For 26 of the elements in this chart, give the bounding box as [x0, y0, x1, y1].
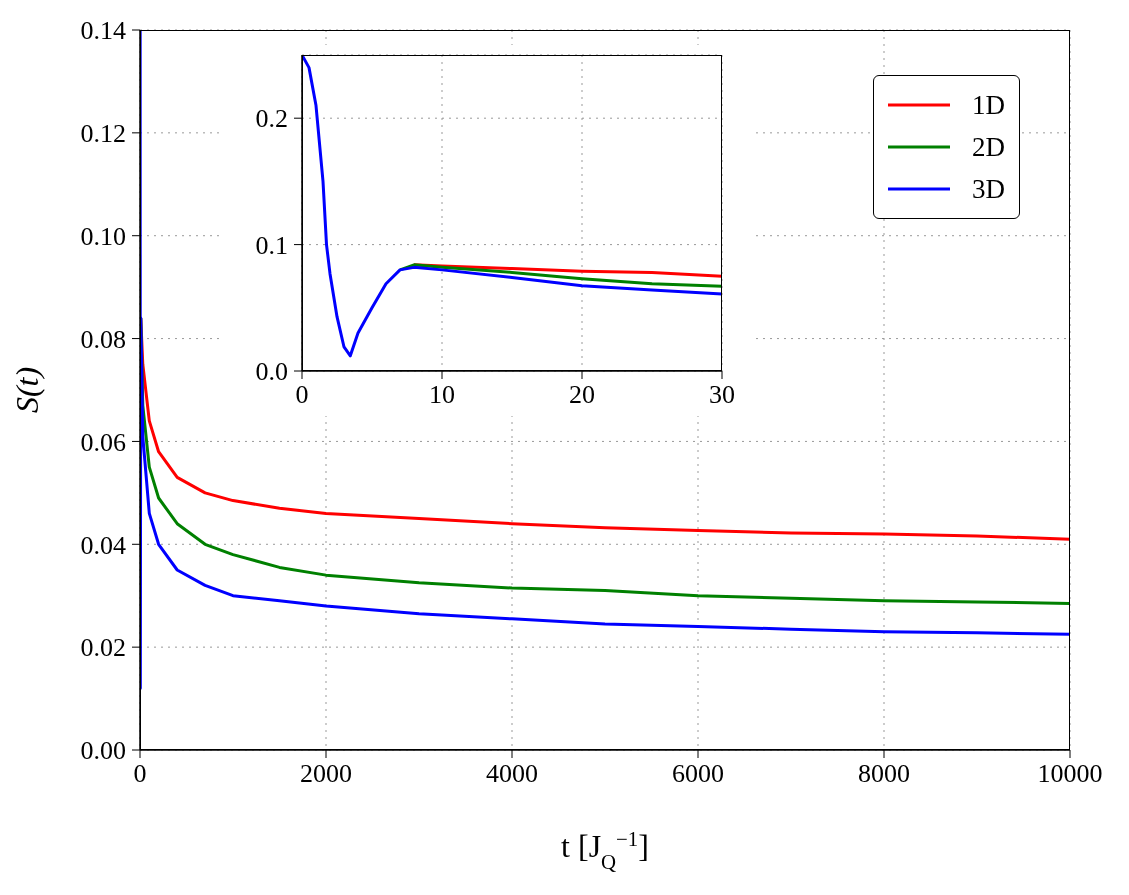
y-tick-label: 0.00 — [80, 736, 126, 766]
x-tick-label: 8000 — [858, 759, 910, 789]
x-tick-label: 2000 — [300, 759, 352, 789]
x-tick-label: 6000 — [672, 759, 724, 789]
y-tick-label: 0.14 — [80, 16, 126, 46]
x-tick-label: 0 — [295, 380, 309, 410]
y-tick-label: 0.08 — [80, 324, 126, 354]
y-tick-label: 0.0 — [255, 357, 288, 387]
y-axis-title: S(t) — [9, 366, 45, 414]
y-tick-label: 0.2 — [255, 104, 288, 134]
x-tick-label: 20 — [569, 380, 595, 410]
x-tick-label: 4000 — [486, 759, 538, 789]
x-tick-label: 30 — [709, 380, 735, 410]
x-tick-label: 10000 — [1037, 759, 1103, 789]
legend-label: 3D — [972, 173, 1005, 205]
y-tick-label: 0.02 — [80, 633, 126, 663]
y-tick-label: 0.1 — [255, 230, 288, 260]
y-tick-label: 0.10 — [80, 221, 126, 251]
legend-label: 2D — [972, 131, 1005, 163]
x-axis-title: t [J$_{Q}$$^{−1}$] — [561, 826, 649, 873]
legend-label: 1D — [972, 89, 1005, 121]
y-tick-label: 0.12 — [80, 119, 126, 149]
x-tick-label: 0 — [133, 759, 147, 789]
x-tick-label: 10 — [429, 380, 455, 410]
y-tick-label: 0.04 — [80, 530, 126, 560]
y-tick-label: 0.06 — [80, 427, 126, 457]
